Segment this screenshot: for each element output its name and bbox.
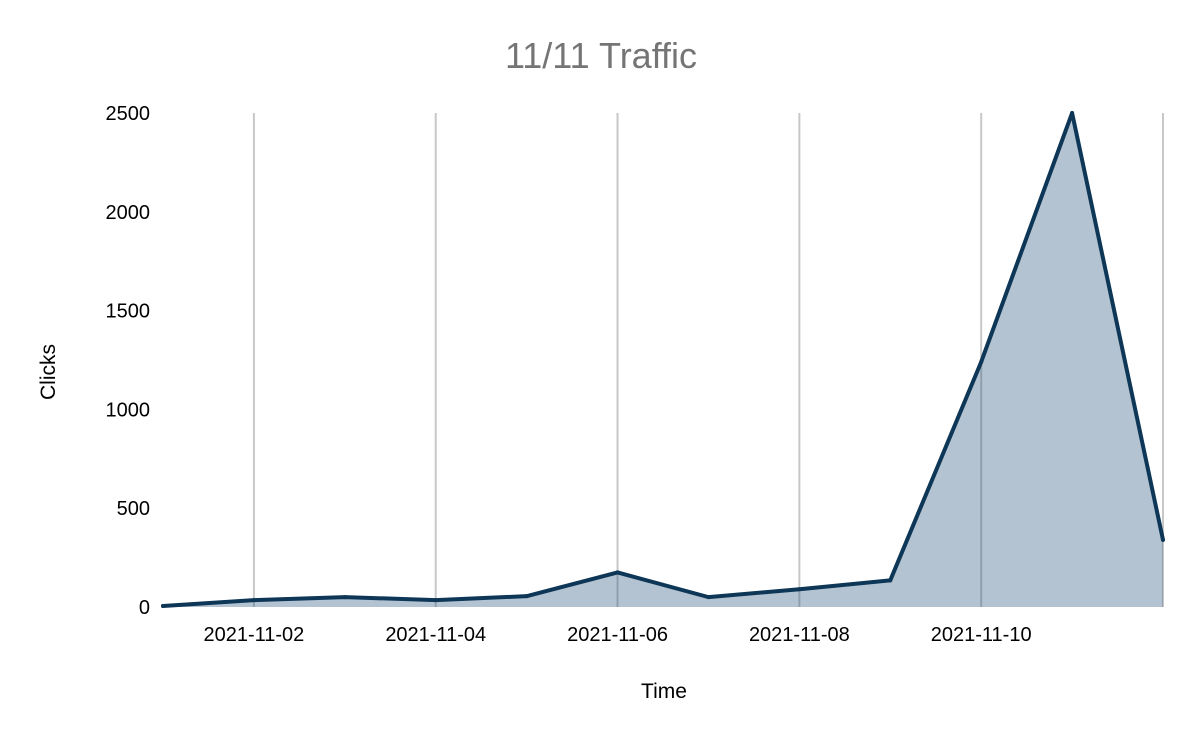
data-point-2021-11-09 — [888, 578, 893, 583]
series-area — [163, 113, 1163, 607]
x-tick-label: 2021-11-08 — [749, 624, 850, 646]
data-point-2021-11-01 — [161, 604, 165, 609]
y-tick-label: 500 — [117, 498, 150, 520]
y-tick-label: 2500 — [106, 103, 151, 125]
y-axis-title: Clicks — [37, 344, 60, 400]
y-tick-label: 0 — [139, 597, 150, 619]
x-axis-ticks: 2021-11-02 2021-11-04 2021-11-06 2021-11-08… — [203, 624, 1031, 646]
y-axis-ticks: 0 500 1000 1500 2000 2500 — [106, 103, 151, 619]
x-tick-label: 2021-11-10 — [931, 624, 1032, 646]
x-tick-label: 2021-11-02 — [203, 624, 304, 646]
x-tick-label: 2021-11-06 — [567, 624, 668, 646]
y-tick-label: 1500 — [106, 301, 151, 323]
data-point-2021-11-04 — [433, 598, 438, 603]
line-layer — [161, 111, 1165, 609]
data-point-2021-11-10 — [979, 359, 984, 364]
data-point-2021-11-12 — [1161, 537, 1165, 542]
y-tick-label: 2000 — [106, 202, 151, 224]
x-axis-title: Time — [641, 680, 687, 703]
data-point-2021-11-11 — [1070, 111, 1075, 115]
data-point-2021-11-08 — [797, 587, 802, 592]
area-layer — [163, 113, 1163, 607]
data-point-2021-11-06 — [615, 570, 620, 575]
data-point-2021-11-02 — [251, 598, 256, 603]
data-point-2021-11-07 — [706, 595, 711, 600]
series-line — [161, 111, 1165, 609]
chart-title: 11/11 Traffic — [505, 35, 697, 76]
data-point-2021-11-05 — [524, 594, 529, 599]
y-tick-label: 1000 — [106, 399, 151, 421]
x-tick-label: 2021-11-04 — [385, 624, 486, 646]
data-point-2021-11-03 — [342, 595, 347, 600]
